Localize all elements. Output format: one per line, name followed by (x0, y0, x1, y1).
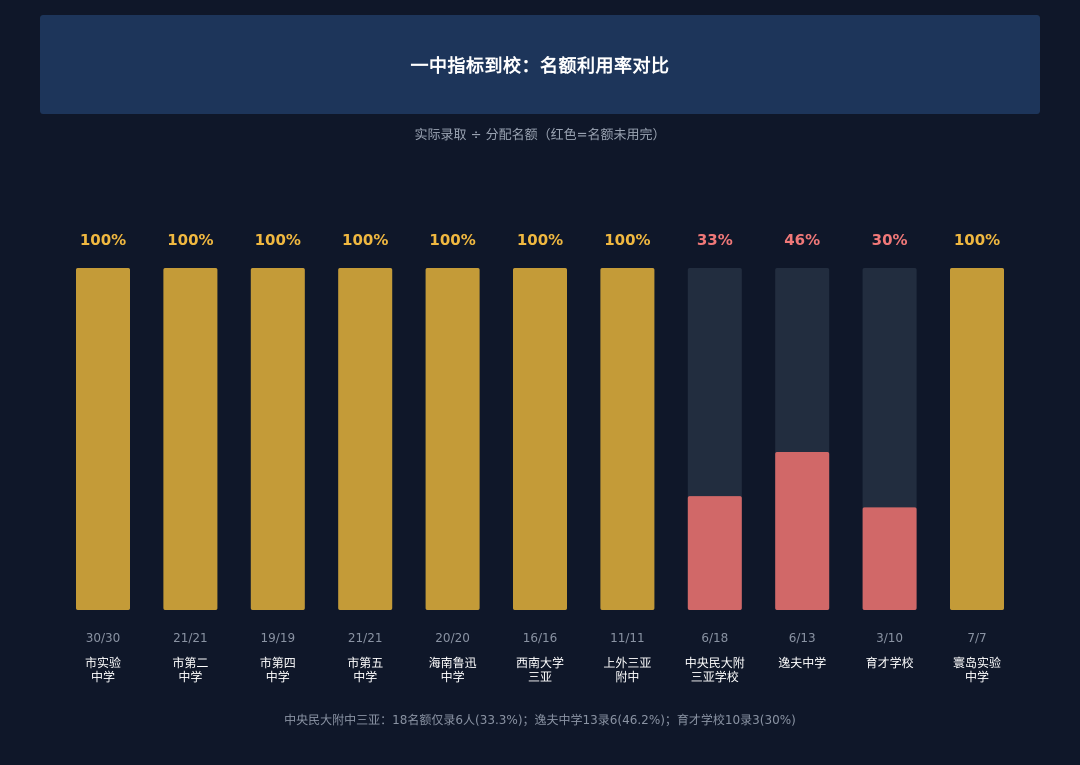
bar (76, 268, 130, 610)
bar-ratio-label: 19/19 (261, 631, 296, 645)
title-banner: 一中指标到校：名额利用率对比 (40, 15, 1040, 114)
bar (687, 496, 742, 610)
category-label: 附中 (615, 669, 639, 684)
category-label: 中央民大附 (685, 655, 745, 670)
bar-ratio-label: 3/10 (876, 631, 903, 645)
bar-percent-label: 100% (429, 231, 475, 249)
category-label: 上外三亚 (603, 656, 651, 670)
category-label: 三亚 (528, 670, 552, 684)
bar-ratio-label: 6/18 (701, 631, 728, 645)
bar (600, 268, 655, 610)
bar-ratio-label: 16/16 (523, 631, 558, 645)
category-label: 中学 (441, 669, 465, 684)
bar (250, 268, 305, 610)
bar-percent-label: 100% (604, 231, 650, 249)
bar-percent-label: 100% (342, 231, 388, 249)
bar (338, 268, 393, 610)
chart-subtitle: 实际录取 ÷ 分配名额（红色=名额未用完） (414, 128, 666, 143)
bar-percent-label: 100% (517, 231, 563, 249)
category-label: 西南大学 (516, 655, 564, 670)
category-label: 市第二 (172, 655, 208, 670)
category-label: 中学 (178, 669, 202, 684)
category-label: 市第四 (260, 655, 296, 670)
bar (950, 268, 1004, 610)
bar-percent-label: 100% (167, 231, 213, 249)
bar-percent-label: 33% (697, 231, 733, 249)
bar-ratio-label: 6/13 (789, 631, 816, 645)
category-label: 中学 (353, 669, 377, 684)
category-label: 逸夫中学 (778, 655, 826, 670)
category-label: 中学 (266, 669, 290, 684)
bar-ratio-label: 21/21 (348, 631, 383, 645)
bar-percent-label: 100% (255, 231, 301, 249)
bar-percent-label: 46% (784, 231, 820, 249)
bar (862, 507, 917, 610)
category-label: 中学 (91, 669, 115, 684)
bar (163, 268, 218, 610)
category-label: 三亚学校 (691, 669, 739, 684)
bar-percent-label: 100% (80, 231, 126, 249)
bar-ratio-label: 11/11 (610, 631, 645, 645)
bar-ratio-label: 20/20 (435, 631, 470, 645)
bar-percent-label: 30% (872, 231, 908, 249)
chart-footnote: 中央民大附中三亚：18名额仅录6人(33.3%)；逸夫中学13录6(46.2%)… (284, 713, 796, 727)
bar-ratio-label: 7/7 (967, 631, 986, 645)
category-label: 寰岛实验 (953, 655, 1001, 670)
category-label: 市实验 (85, 655, 121, 670)
bar-percent-label: 100% (954, 231, 1000, 249)
category-label: 育才学校 (866, 655, 914, 670)
category-label: 市第五 (347, 655, 383, 670)
bar (425, 268, 480, 610)
bar (513, 268, 567, 610)
bar-ratio-label: 21/21 (173, 631, 208, 645)
category-label: 中学 (965, 669, 989, 684)
bar (775, 451, 830, 610)
chart-title: 一中指标到校：名额利用率对比 (410, 55, 670, 77)
bar-ratio-label: 30/30 (86, 631, 121, 645)
category-label: 海南鲁迅 (429, 655, 477, 670)
